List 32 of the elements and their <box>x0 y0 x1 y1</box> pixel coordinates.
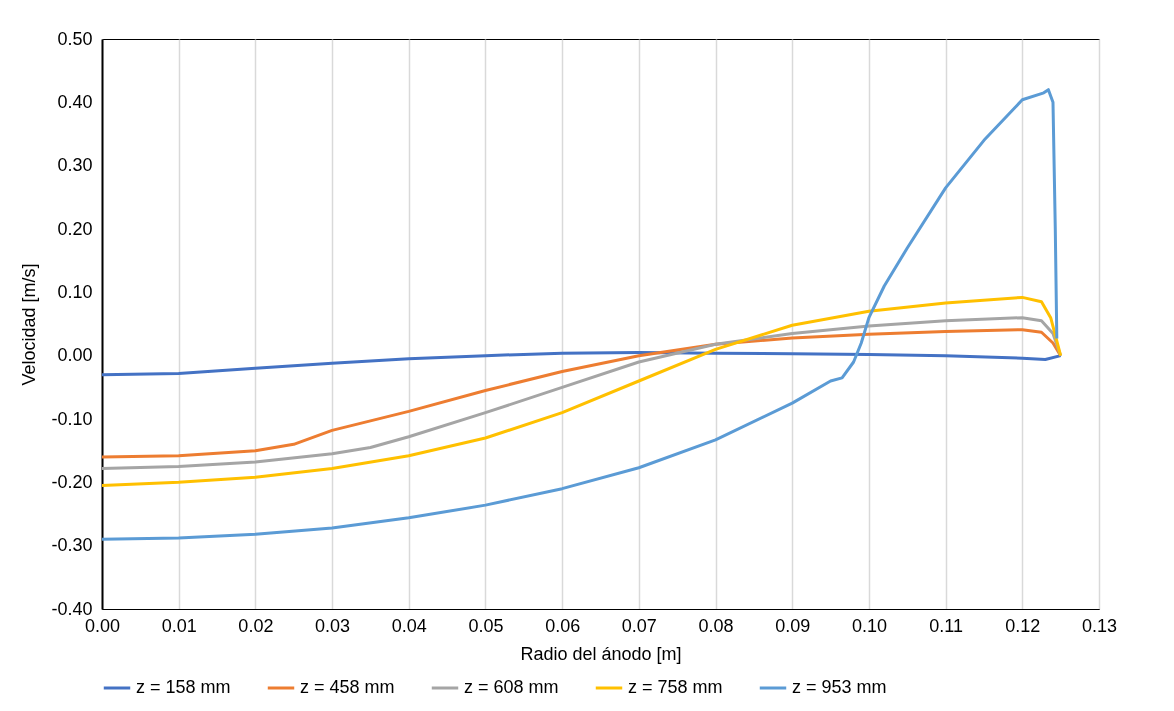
y-tick-label: 0.10 <box>57 281 93 302</box>
line-series <box>102 88 1059 541</box>
x-tick-label: 0.03 <box>315 615 351 636</box>
x-tick-label: 0.01 <box>161 615 197 636</box>
legend-label: z = 158 mm <box>136 677 231 697</box>
y-tick-label: -0.30 <box>51 535 93 556</box>
x-tick-label: 0.09 <box>775 615 811 636</box>
y-tick-label: 0.00 <box>57 345 93 366</box>
x-tick-label: 0.12 <box>1005 615 1041 636</box>
x-tick-label: 0.07 <box>621 615 657 636</box>
x-tick-label: 0.06 <box>545 615 581 636</box>
y-tick-label: -0.20 <box>51 471 93 492</box>
line-series <box>102 295 1063 487</box>
x-tick-label: 0.08 <box>698 615 734 636</box>
x-tick-label: 0.10 <box>851 615 887 636</box>
x-tick-label: 0.13 <box>1081 615 1118 636</box>
y-tick-label: 0.30 <box>57 155 93 176</box>
x-axis-title: Radio del ánodo [m] <box>520 643 682 664</box>
x-tick-label: 0.11 <box>929 615 963 636</box>
y-tick-label: 0.20 <box>57 218 93 239</box>
line-series <box>102 351 1063 377</box>
x-tick-label: 0.04 <box>391 615 427 636</box>
legend-label: z = 953 mm <box>792 677 887 697</box>
y-tick-label: 0.40 <box>57 91 93 112</box>
y-tick-label: 0.50 <box>57 28 93 49</box>
x-tick-label: 0.05 <box>468 615 504 636</box>
legend-label: z = 458 mm <box>300 677 395 697</box>
x-tick-label: 0.02 <box>238 615 274 636</box>
legend-label: z = 758 mm <box>628 677 723 697</box>
y-axis-title: Velocidad [m/s] <box>19 263 40 386</box>
y-tick-label: -0.10 <box>51 408 93 429</box>
legend-label: z = 608 mm <box>464 677 559 697</box>
